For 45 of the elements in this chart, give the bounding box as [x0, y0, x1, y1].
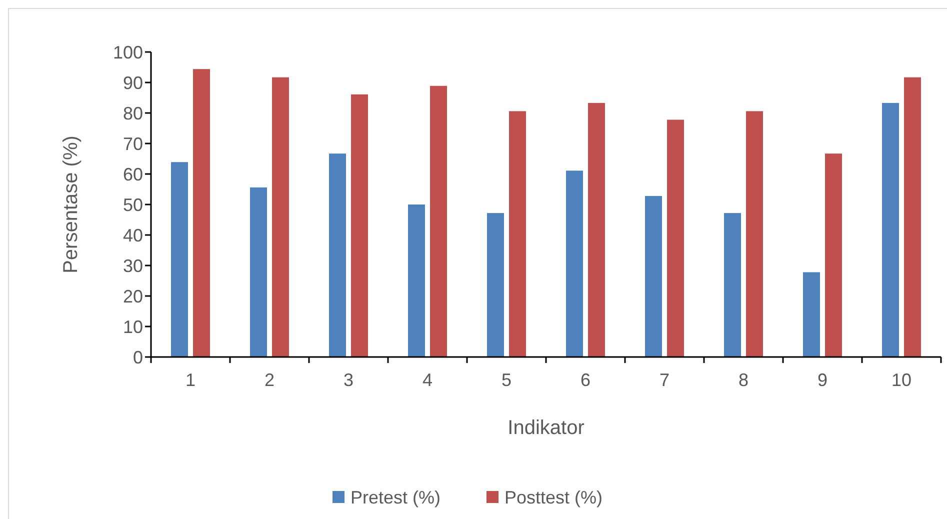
y-tick-label: 30 — [122, 256, 143, 276]
y-tick-label: 100 — [112, 42, 143, 62]
bar — [171, 162, 188, 357]
bar — [408, 204, 425, 357]
bar — [724, 213, 741, 357]
x-tick-label: 9 — [817, 370, 828, 390]
y-tick-label: 20 — [122, 286, 143, 306]
x-tick-label: 7 — [659, 370, 670, 390]
x-tick-label: 6 — [580, 370, 591, 390]
y-tick-label: 50 — [122, 194, 143, 215]
x-tick-label: 4 — [422, 370, 433, 390]
x-tick-label: 1 — [185, 370, 196, 390]
y-tick-label: 10 — [122, 316, 143, 337]
bar — [329, 154, 346, 357]
x-tick-label: 10 — [891, 370, 912, 390]
y-tick-label: 70 — [122, 134, 143, 154]
bar — [803, 272, 820, 357]
x-tick-label: 2 — [264, 370, 275, 390]
y-tick-label: 0 — [132, 347, 143, 368]
bar — [566, 170, 583, 357]
y-axis-title: Persentase (%) — [60, 136, 82, 274]
legend-label: Pretest (%) — [350, 487, 441, 508]
y-tick-label: 80 — [122, 103, 143, 124]
bar — [193, 69, 210, 357]
bar — [487, 213, 504, 357]
bar — [250, 187, 267, 357]
bar — [904, 77, 921, 357]
bar — [882, 102, 899, 357]
x-tick-label: 3 — [343, 370, 354, 390]
y-tick-label: 40 — [122, 225, 143, 246]
x-tick-label: 8 — [738, 370, 749, 390]
bar — [825, 154, 842, 357]
bar — [430, 86, 447, 357]
x-axis-title: Indikator — [508, 417, 585, 439]
bar — [588, 102, 605, 357]
x-tick-label: 5 — [501, 370, 512, 390]
bar — [509, 111, 526, 357]
bar — [645, 196, 662, 357]
bar — [351, 94, 368, 357]
y-tick-label: 60 — [122, 164, 143, 184]
bar — [272, 77, 289, 357]
legend-label: Posttest (%) — [504, 487, 603, 508]
bar — [746, 111, 763, 357]
y-tick-label: 90 — [122, 72, 143, 93]
bar — [667, 120, 684, 357]
